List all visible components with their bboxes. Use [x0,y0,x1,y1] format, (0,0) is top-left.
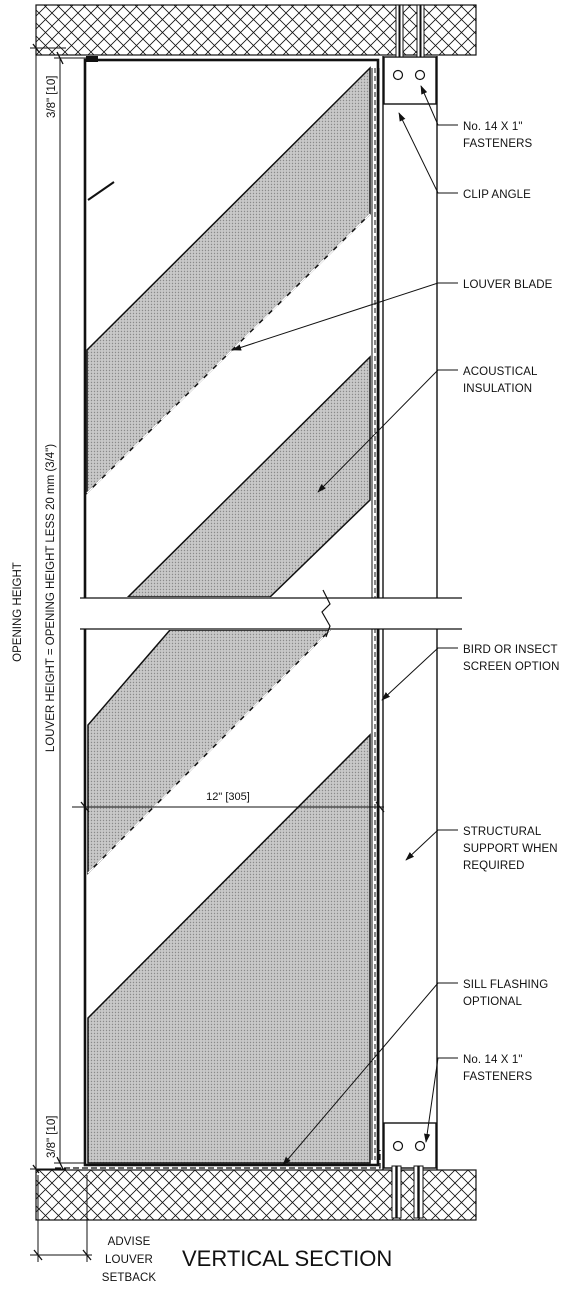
dim-top-gap: 3/8" [10] [46,76,58,118]
callout-text: LOUVER BLADE [463,279,553,291]
callout-louver-blade: LOUVER BLADE [463,279,553,291]
callout-text: FASTENERS [463,1071,533,1083]
callout-bird-screen: BIRD OR INSECT SCREEN OPTION [463,644,560,673]
top-masonry [35,4,477,56]
dimension-lines [30,43,385,1262]
callout-acoustical-insulation: ACOUSTICAL INSULATION [463,366,538,395]
callout-leaders [232,85,458,1166]
callout-text: No. 14 X 1" [463,1054,523,1066]
callout-text: SCREEN OPTION [463,661,560,673]
callout-text: ACOUSTICAL [463,366,538,378]
callout-fasteners-top: No. 14 X 1" FASTENERS [463,121,533,150]
callout-text: OPTIONAL [463,996,522,1008]
dim-bottom-gap: 3/8" [10] [46,1116,58,1158]
callout-text: INSULATION [463,383,532,395]
dim-depth: 12" [305] [206,791,250,803]
upper-louver-blades [86,66,371,597]
callout-clip-angle: CLIP ANGLE [463,189,531,201]
sill-flashing [55,1150,381,1169]
callout-text: STRUCTURAL [463,826,542,838]
callout-text: CLIP ANGLE [463,189,531,201]
top-clip-angle [383,4,437,105]
setback-text: ADVISE [108,1236,151,1248]
sill-masonry [35,1169,477,1221]
callout-fasteners-bottom: No. 14 X 1" FASTENERS [463,1054,533,1083]
setback-text: LOUVER [105,1254,153,1266]
callout-text: SILL FLASHING [463,979,548,991]
callout-structural-support: STRUCTURAL SUPPORT WHEN REQUIRED [463,826,558,872]
lower-louver-blades [87,630,371,1164]
dim-louver-height: LOUVER HEIGHT = OPENING HEIGHT LESS 20 m… [45,444,57,752]
setback-text: SETBACK [102,1272,157,1284]
break-band [80,589,470,638]
callout-text: REQUIRED [463,860,525,872]
dim-opening-height: OPENING HEIGHT [12,562,24,662]
callout-sill-flashing: SILL FLASHING OPTIONAL [463,979,548,1008]
callout-text: No. 14 X 1" [463,121,523,133]
callout-text: FASTENERS [463,138,533,150]
callout-text: SUPPORT WHEN [463,843,558,855]
callout-text: BIRD OR INSECT [463,644,558,656]
setback-note: ADVISE LOUVER SETBACK [102,1236,157,1284]
drawing-title: VERTICAL SECTION [182,1246,392,1271]
